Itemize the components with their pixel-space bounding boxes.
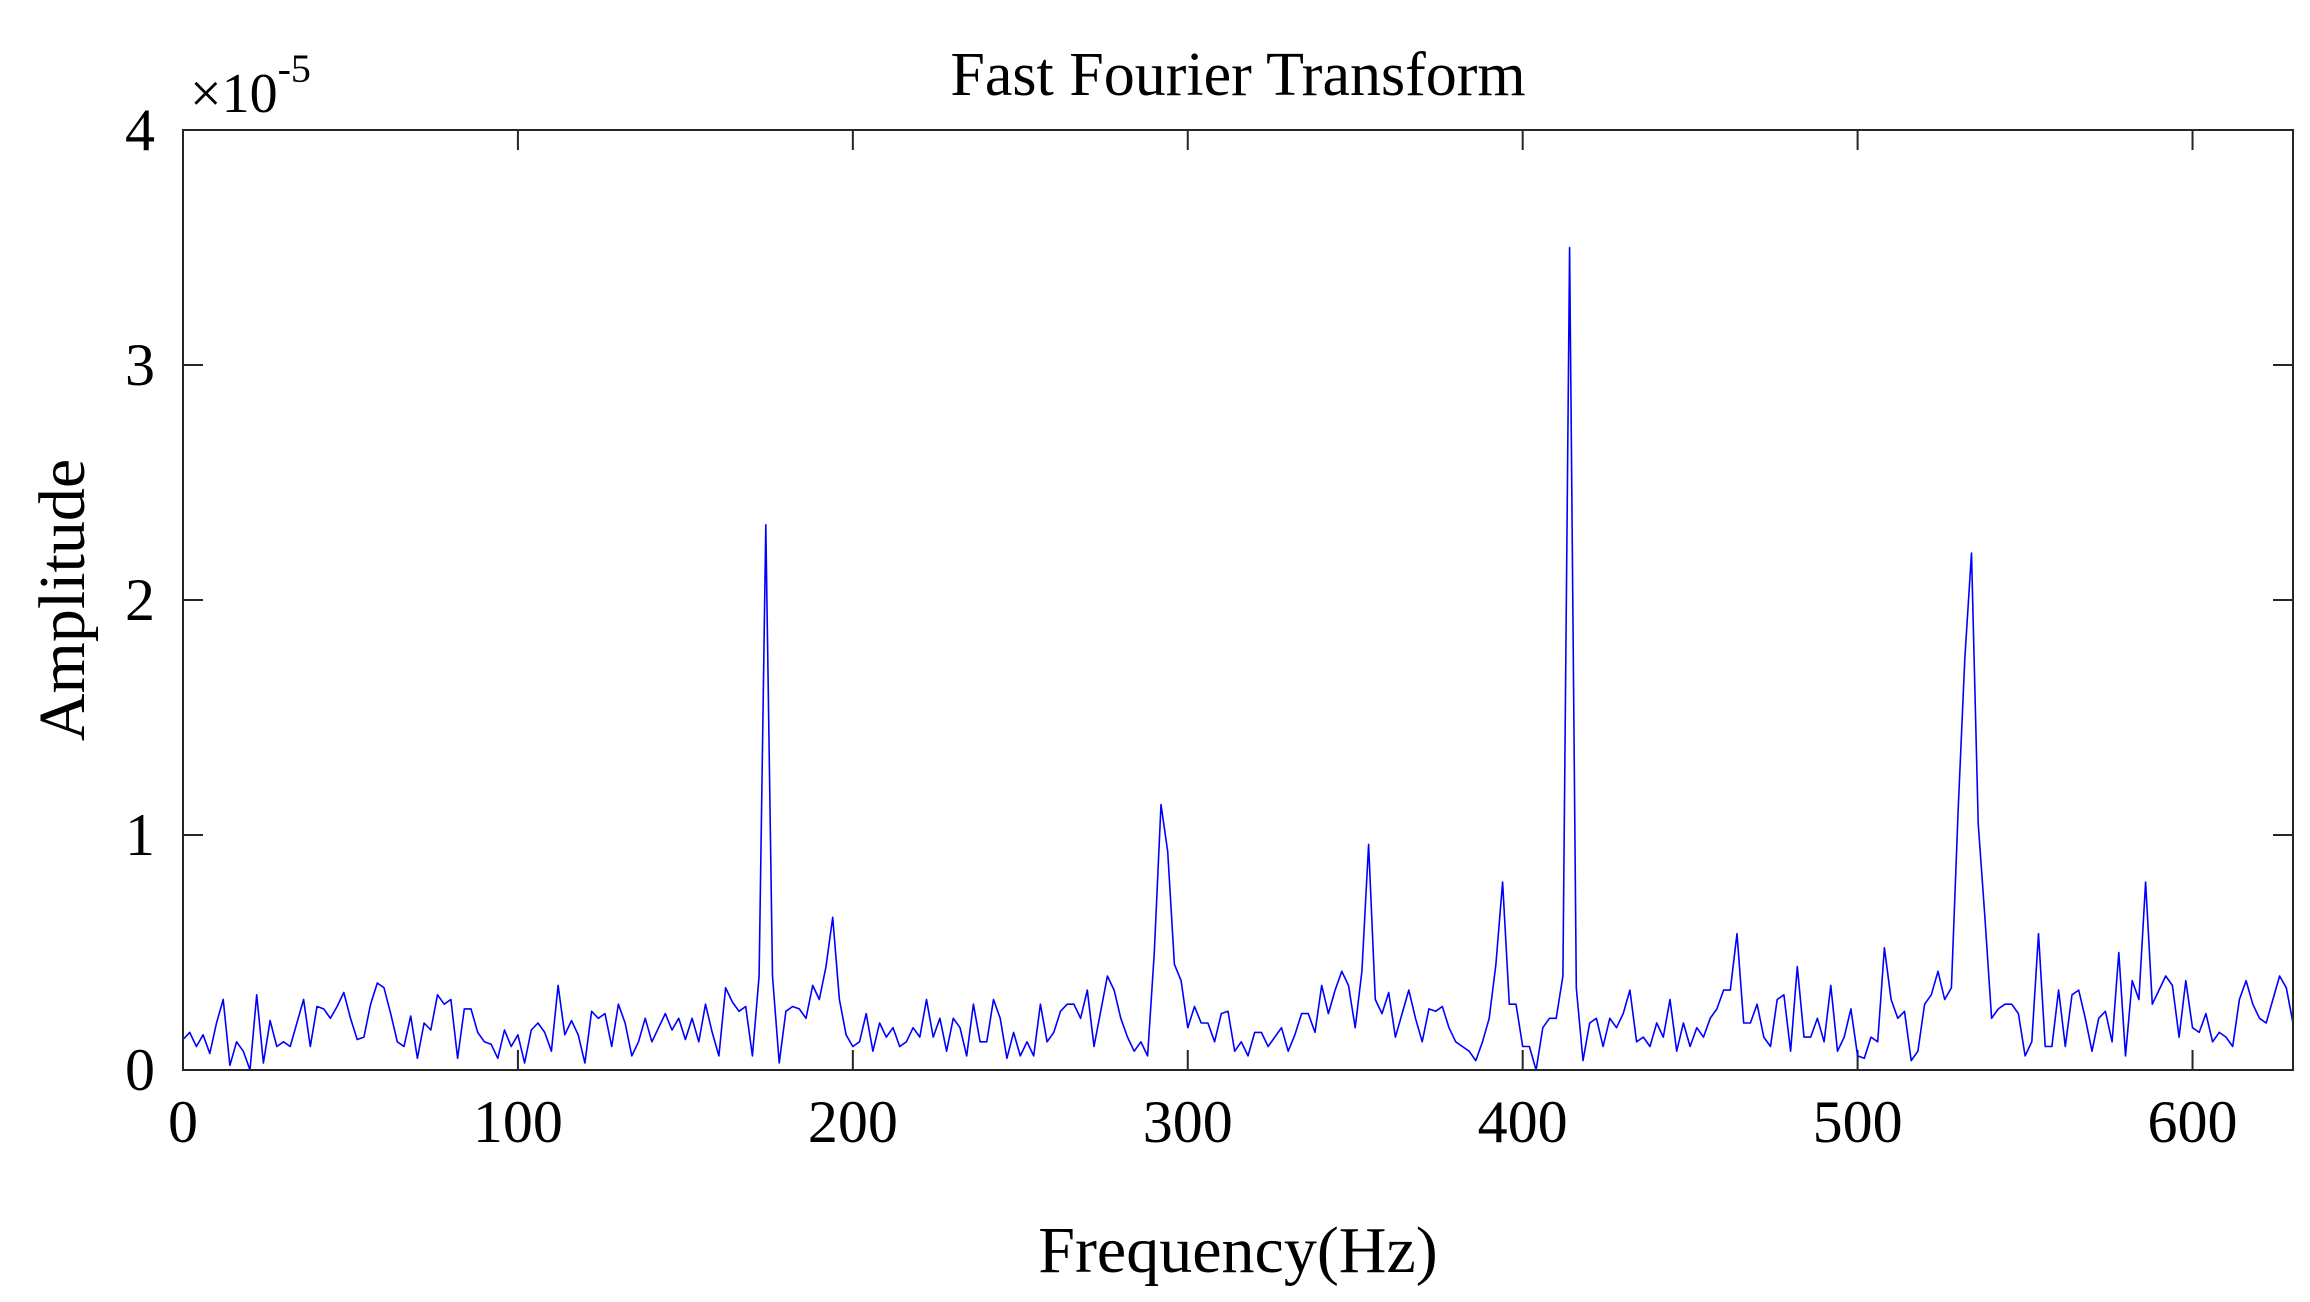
x-axis-label: Frequency(Hz) (1038, 1214, 1437, 1287)
y-tick-label: 2 (125, 567, 155, 633)
y-exponent-base: ×10 (190, 63, 278, 125)
x-tick-labels: 0 100 200 300 400 500 600 (168, 1089, 2238, 1155)
x-tick-label: 200 (808, 1089, 898, 1155)
x-tick-label: 500 (1813, 1089, 1903, 1155)
y-tick-label: 4 (125, 97, 155, 163)
y-exponent-multiplier: ×10-5 (190, 46, 311, 125)
y-tick-label: 0 (125, 1037, 155, 1103)
y-tick-label: 1 (125, 802, 155, 868)
x-tick-label: 100 (473, 1089, 563, 1155)
x-tick-label: 0 (168, 1089, 198, 1155)
plot-frame (182, 129, 2294, 1071)
y-exponent-power: -5 (278, 46, 311, 91)
fft-series-line (182, 246, 2294, 1071)
plot-area (183, 130, 2293, 1070)
y-axis-label: Amplitude (26, 459, 99, 741)
series-layer (182, 246, 2294, 1071)
x-tick-label: 400 (1478, 1089, 1568, 1155)
y-tick-labels: 0 1 2 3 4 (125, 97, 155, 1103)
x-tick-label: 300 (1143, 1089, 1233, 1155)
y-tick-label: 3 (125, 332, 155, 398)
x-tick-label: 600 (2148, 1089, 2238, 1155)
chart-title: Fast Fourier Transform (950, 41, 1525, 109)
